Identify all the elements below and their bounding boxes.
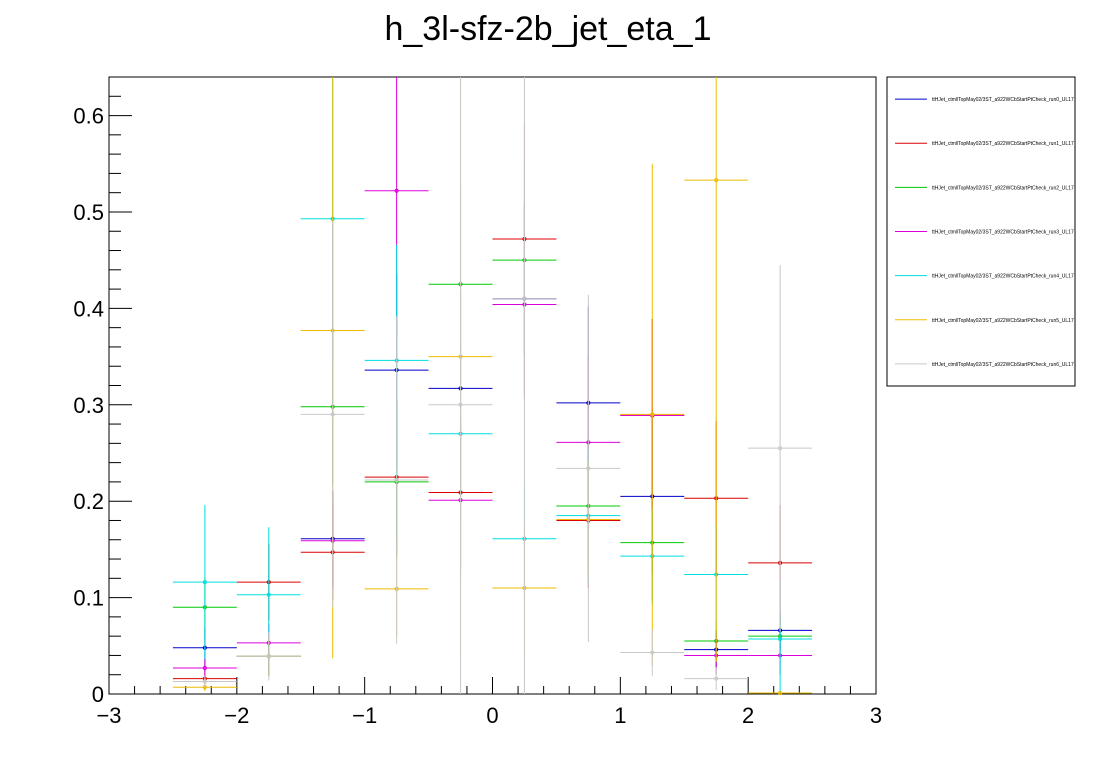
x-tick-label: 1 xyxy=(614,703,626,728)
x-tick-label: 2 xyxy=(742,703,754,728)
x-tick-label: −1 xyxy=(352,703,377,728)
data-point xyxy=(650,650,655,655)
data-point xyxy=(714,178,719,183)
y-tick-label: 0.3 xyxy=(73,393,104,418)
data-point xyxy=(778,446,783,451)
legend-label: ttHJet_ctmllTopMay02/3ST_a922WCbStartPtC… xyxy=(932,318,1074,324)
data-point xyxy=(394,477,399,483)
plot-area-border xyxy=(108,76,877,695)
x-tick-label: −2 xyxy=(224,703,249,728)
legend-label: ttHJet_ctmllTopMay02/3ST_a922WCbStartPtC… xyxy=(932,230,1074,236)
y-tick-label: 0.5 xyxy=(73,200,104,225)
legend-label: ttHJet_ctmllTopMay02/3ST_a922WCbStartPtC… xyxy=(932,274,1074,280)
legend-label: ttHJet_ctmllTopMay02/3ST_a922WCbStartPtC… xyxy=(932,141,1074,147)
y-tick-label: 0 xyxy=(92,682,104,707)
data-point xyxy=(266,654,271,659)
data-point xyxy=(522,296,527,301)
y-tick-label: 0.4 xyxy=(73,296,104,321)
x-tick-label: 3 xyxy=(870,703,882,728)
chart-title: h_3l-sfz-2b_jet_eta_1 xyxy=(384,10,711,48)
y-tick-label: 0.1 xyxy=(73,586,104,611)
plot-frame xyxy=(108,76,877,695)
x-tick-label: −3 xyxy=(96,703,121,728)
data-point xyxy=(650,412,655,417)
x-tick-label: 0 xyxy=(486,703,498,728)
data-point xyxy=(714,676,719,681)
series-6 xyxy=(172,77,813,694)
data-point xyxy=(330,412,335,417)
data-point xyxy=(202,580,207,585)
data-point xyxy=(202,665,207,671)
legend-label: ttHJet_ctmllTopMay02/3ST_a922WCbStartPtC… xyxy=(932,185,1074,191)
legend-label: ttHJet_ctmllTopMay02/3ST_a922WCbStartPtC… xyxy=(932,362,1074,368)
data-point xyxy=(586,466,591,471)
data-point xyxy=(266,592,271,597)
y-tick-label: 0.6 xyxy=(73,104,104,129)
y-tick-label: 0.2 xyxy=(73,489,104,514)
data-point xyxy=(778,636,783,642)
data-point xyxy=(202,679,207,684)
legend: ttHJet_ctmllTopMay02/3ST_a922WCbStartPtC… xyxy=(886,76,1076,387)
axes: −3 −2 −1 0 1 2 3 0 0.1 0.2 0.3 0.4 0.5 0.6 xyxy=(73,95,882,728)
data-series xyxy=(172,77,813,696)
legend-label: ttHJet_ctmllTopMay02/3ST_a922WCbStartPtC… xyxy=(932,97,1074,103)
data-point xyxy=(778,690,783,696)
data-point xyxy=(394,188,399,193)
data-point xyxy=(458,402,463,407)
